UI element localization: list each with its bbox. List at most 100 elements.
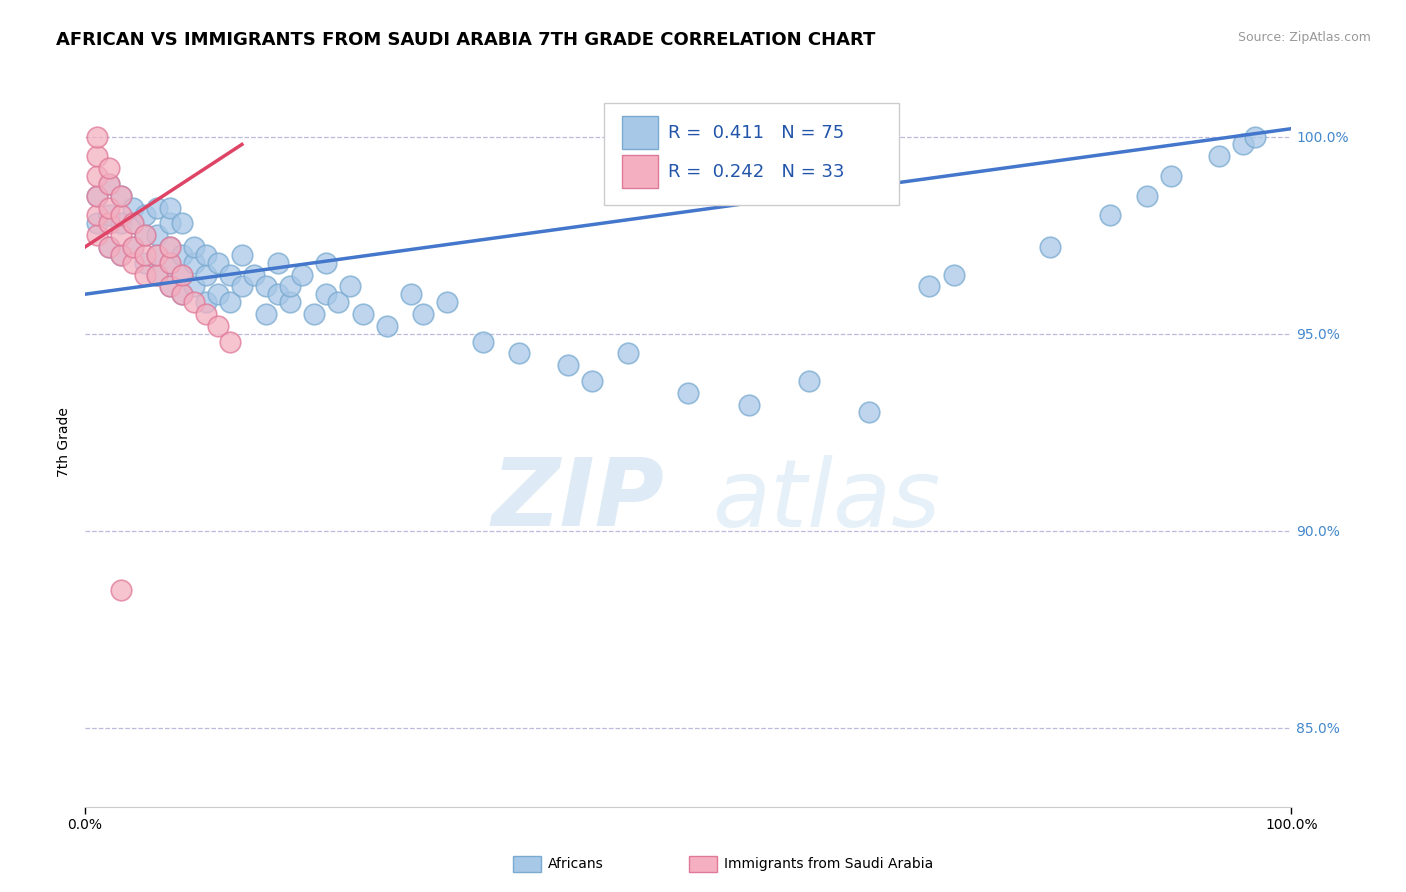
Point xyxy=(159,279,181,293)
Point xyxy=(86,188,108,202)
Point xyxy=(617,346,640,360)
Point xyxy=(122,240,145,254)
Text: R =  0.411   N = 75: R = 0.411 N = 75 xyxy=(668,124,844,142)
Text: Source: ZipAtlas.com: Source: ZipAtlas.com xyxy=(1237,31,1371,45)
Point xyxy=(122,216,145,230)
Point xyxy=(291,268,314,282)
Point xyxy=(231,248,253,262)
Point xyxy=(122,240,145,254)
Point xyxy=(472,334,495,349)
Y-axis label: 7th Grade: 7th Grade xyxy=(58,407,72,477)
Point xyxy=(86,216,108,230)
Point xyxy=(278,279,301,293)
Point xyxy=(315,255,337,269)
Point xyxy=(110,188,132,202)
Point xyxy=(170,268,193,282)
Point xyxy=(328,295,350,310)
Point xyxy=(170,248,193,262)
Text: Africans: Africans xyxy=(548,857,605,871)
Point xyxy=(98,161,121,175)
Point xyxy=(134,228,156,243)
Point xyxy=(581,374,603,388)
Point xyxy=(183,295,205,310)
Point xyxy=(412,307,434,321)
Point xyxy=(183,255,205,269)
Point xyxy=(110,188,132,202)
Point xyxy=(98,240,121,254)
Point xyxy=(194,307,217,321)
Point xyxy=(159,279,181,293)
Point xyxy=(352,307,374,321)
Point xyxy=(110,228,132,243)
Point xyxy=(170,287,193,301)
Point xyxy=(858,405,880,419)
FancyBboxPatch shape xyxy=(603,103,900,205)
Point xyxy=(122,201,145,215)
Point xyxy=(146,248,169,262)
Point xyxy=(1135,188,1157,202)
Point xyxy=(86,228,108,243)
Point xyxy=(254,307,277,321)
Bar xyxy=(621,116,658,149)
Point xyxy=(375,318,398,333)
Point xyxy=(218,334,240,349)
Point xyxy=(737,398,759,412)
Point xyxy=(98,240,121,254)
Point xyxy=(146,268,169,282)
Point xyxy=(1099,208,1122,222)
Point xyxy=(146,201,169,215)
Point xyxy=(86,188,108,202)
Point xyxy=(146,268,169,282)
Point xyxy=(98,201,121,215)
Point xyxy=(134,268,156,282)
Point xyxy=(86,169,108,183)
Point xyxy=(267,255,290,269)
Point xyxy=(194,295,217,310)
Point xyxy=(797,374,820,388)
Point xyxy=(218,295,240,310)
Point xyxy=(86,208,108,222)
Point xyxy=(1160,169,1182,183)
Point xyxy=(243,268,266,282)
Point xyxy=(194,248,217,262)
Point xyxy=(315,287,337,301)
Point xyxy=(1208,149,1230,163)
Point xyxy=(207,287,229,301)
Point xyxy=(207,318,229,333)
Point xyxy=(170,268,193,282)
Text: ZIP: ZIP xyxy=(491,454,664,546)
Point xyxy=(304,307,326,321)
Point xyxy=(110,208,132,222)
Point xyxy=(159,216,181,230)
Point xyxy=(110,582,132,597)
Point xyxy=(231,279,253,293)
Point xyxy=(170,216,193,230)
Point xyxy=(278,295,301,310)
Point xyxy=(159,201,181,215)
Point xyxy=(122,255,145,269)
Text: R =  0.242   N = 33: R = 0.242 N = 33 xyxy=(668,163,844,181)
Point xyxy=(267,287,290,301)
Point xyxy=(1232,137,1254,152)
Point xyxy=(918,279,941,293)
Point xyxy=(98,216,121,230)
Point xyxy=(207,255,229,269)
Point xyxy=(399,287,422,301)
Point xyxy=(110,248,132,262)
Point xyxy=(134,255,156,269)
Point xyxy=(122,216,145,230)
Point xyxy=(218,268,240,282)
Point xyxy=(86,129,108,144)
Point xyxy=(159,255,181,269)
Point xyxy=(942,268,965,282)
Point xyxy=(254,279,277,293)
Point xyxy=(98,208,121,222)
Point xyxy=(159,240,181,254)
Point xyxy=(134,228,156,243)
Point xyxy=(146,228,169,243)
Point xyxy=(146,248,169,262)
Point xyxy=(134,208,156,222)
Point xyxy=(436,295,458,310)
Point xyxy=(98,177,121,191)
Text: atlas: atlas xyxy=(713,455,941,546)
